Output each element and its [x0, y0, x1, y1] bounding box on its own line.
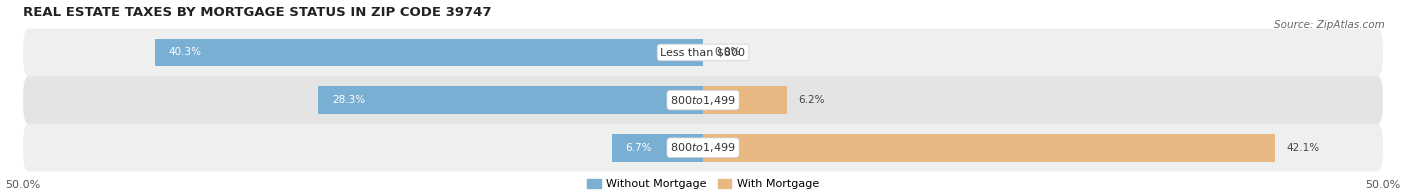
- Text: 40.3%: 40.3%: [169, 47, 201, 57]
- FancyBboxPatch shape: [22, 124, 1384, 172]
- Text: 28.3%: 28.3%: [332, 95, 366, 105]
- Text: $800 to $1,499: $800 to $1,499: [671, 141, 735, 154]
- Text: 42.1%: 42.1%: [1286, 143, 1319, 153]
- Text: 0.0%: 0.0%: [714, 47, 740, 57]
- Bar: [318, 86, 703, 114]
- Text: Less than $800: Less than $800: [661, 47, 745, 57]
- Text: Source: ZipAtlas.com: Source: ZipAtlas.com: [1274, 20, 1385, 30]
- Text: 6.2%: 6.2%: [799, 95, 825, 105]
- Bar: [703, 134, 1275, 162]
- Legend: Without Mortgage, With Mortgage: Without Mortgage, With Mortgage: [588, 179, 818, 189]
- FancyBboxPatch shape: [22, 29, 1384, 76]
- Bar: [612, 134, 703, 162]
- Text: 6.7%: 6.7%: [626, 143, 652, 153]
- Bar: [703, 86, 787, 114]
- Bar: [155, 39, 703, 66]
- FancyBboxPatch shape: [22, 76, 1384, 124]
- Text: REAL ESTATE TAXES BY MORTGAGE STATUS IN ZIP CODE 39747: REAL ESTATE TAXES BY MORTGAGE STATUS IN …: [22, 5, 492, 19]
- Text: $800 to $1,499: $800 to $1,499: [671, 93, 735, 107]
